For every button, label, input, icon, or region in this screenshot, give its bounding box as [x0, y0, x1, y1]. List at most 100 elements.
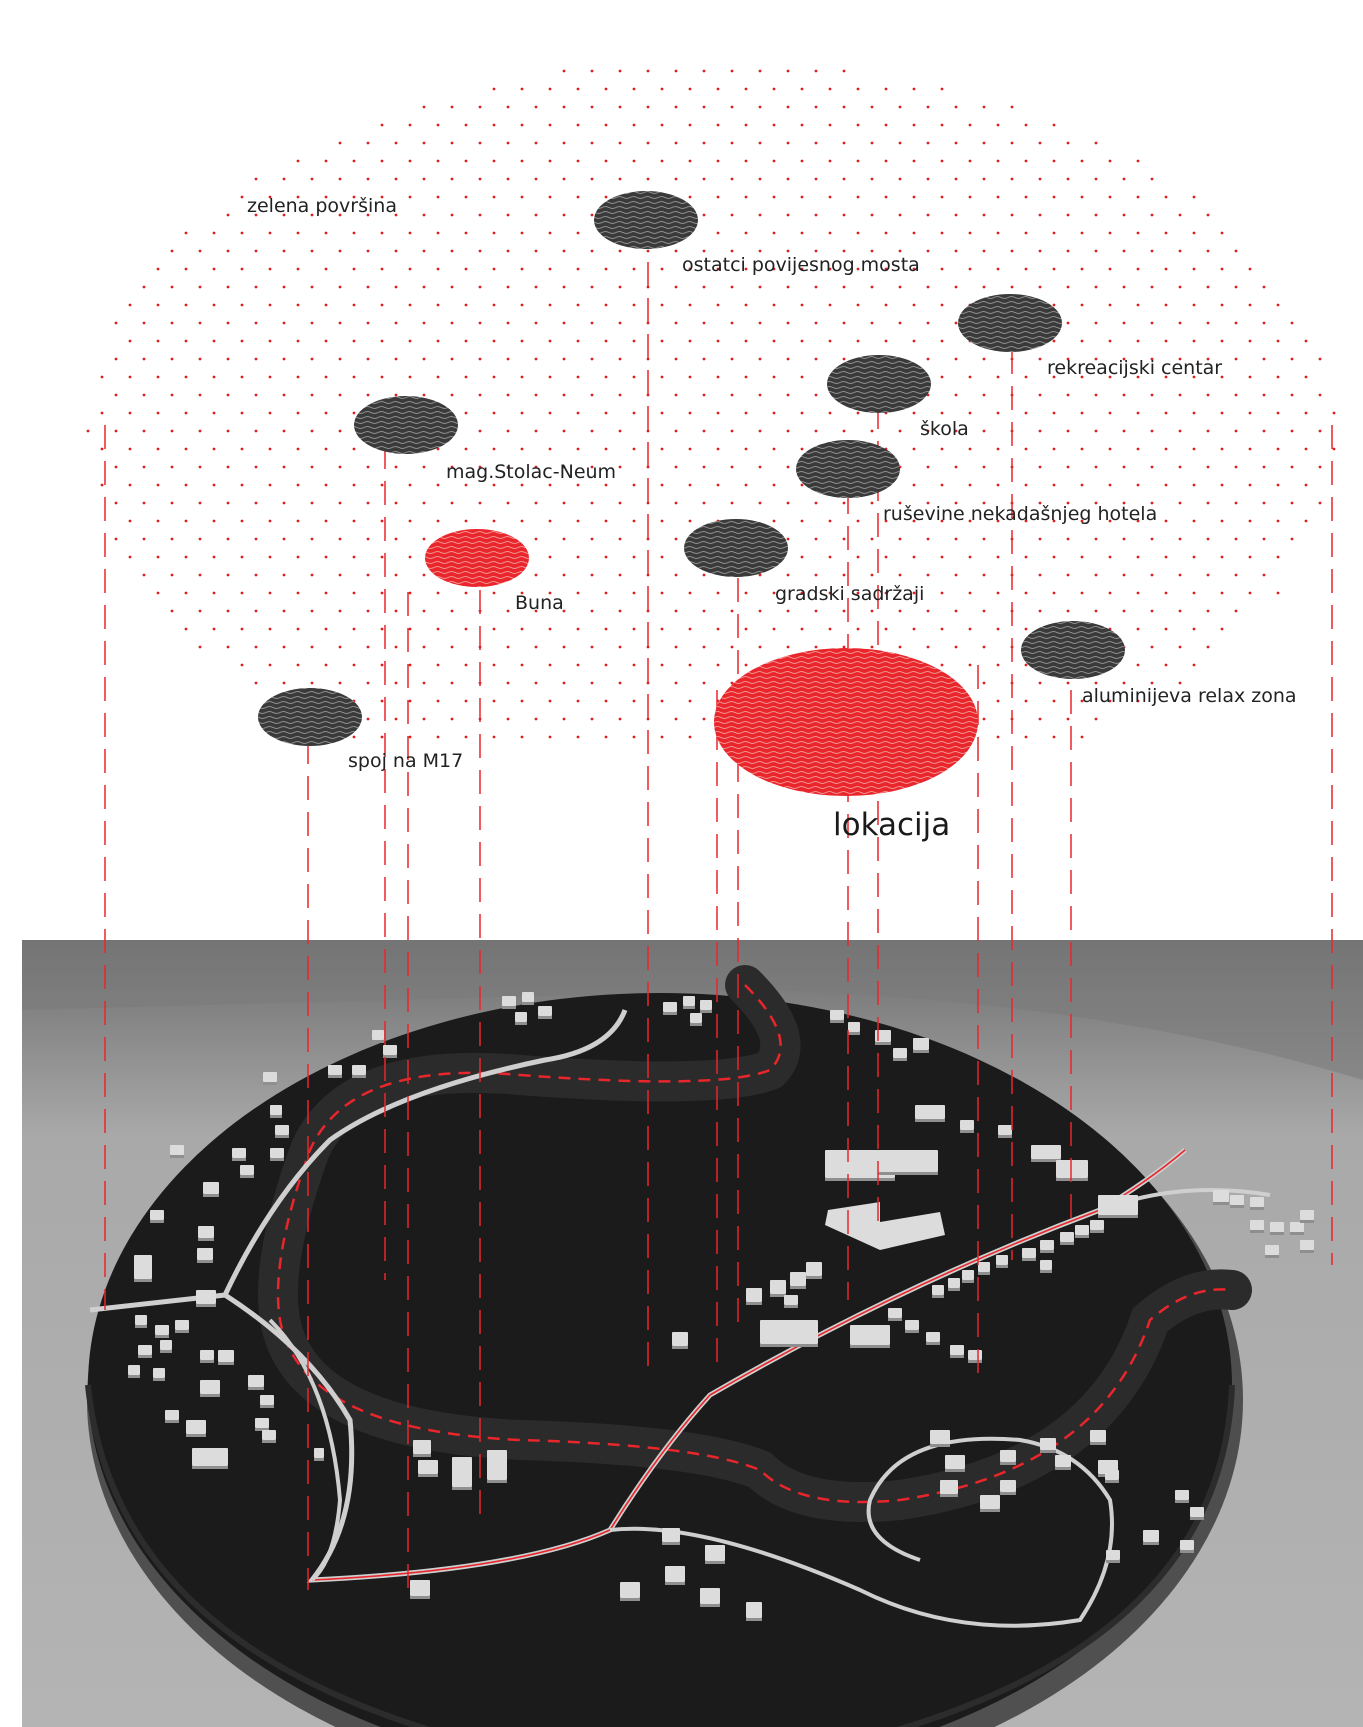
field-dot	[730, 429, 734, 433]
field-dot	[604, 627, 608, 631]
field-dot	[548, 87, 552, 91]
label-buna: Buna	[515, 592, 564, 614]
field-dot	[1178, 537, 1182, 541]
field-dot	[1234, 465, 1238, 469]
field-dot	[1304, 483, 1308, 487]
field-dot	[1038, 681, 1042, 685]
field-dot	[968, 627, 972, 631]
field-dot	[772, 483, 776, 487]
field-dot	[646, 537, 650, 541]
field-dot	[674, 609, 678, 613]
field-dot	[520, 339, 524, 343]
field-dot	[184, 267, 188, 271]
field-dot	[1164, 303, 1168, 307]
field-dot	[562, 429, 566, 433]
field-dot	[898, 429, 902, 433]
field-dot	[1192, 555, 1196, 559]
field-dot	[338, 645, 342, 649]
field-dot	[646, 357, 650, 361]
field-dot	[870, 501, 874, 505]
field-dot	[1234, 321, 1238, 325]
field-dot	[310, 465, 314, 469]
model-building	[383, 1045, 397, 1055]
field-dot	[352, 231, 356, 235]
field-dot	[758, 573, 762, 577]
field-dot	[898, 537, 902, 541]
field-dot	[758, 393, 762, 397]
model-building	[372, 1030, 384, 1040]
field-dot	[366, 645, 370, 649]
model-building	[1106, 1550, 1120, 1560]
field-dot	[1150, 537, 1154, 541]
field-dot	[870, 609, 874, 613]
field-dot	[632, 627, 636, 631]
field-dot	[436, 231, 440, 235]
field-dot	[338, 429, 342, 433]
field-dot	[1248, 375, 1252, 379]
field-dot	[1178, 213, 1182, 217]
field-dot	[1094, 465, 1098, 469]
field-dot	[1094, 321, 1098, 325]
field-dot	[912, 627, 916, 631]
field-dot	[562, 213, 566, 217]
field-dot	[1024, 195, 1028, 199]
field-dot	[716, 375, 720, 379]
field-dot	[366, 501, 370, 505]
field-dot	[184, 591, 188, 595]
field-dot	[310, 249, 314, 253]
field-dot	[716, 87, 720, 91]
field-dot	[324, 591, 328, 595]
field-dot	[296, 555, 300, 559]
model-building	[978, 1262, 990, 1272]
model-board	[88, 993, 1232, 1727]
field-dot	[296, 159, 300, 163]
field-dot	[310, 429, 314, 433]
field-dot	[1066, 213, 1070, 217]
model-building	[1098, 1195, 1138, 1215]
field-dot	[394, 501, 398, 505]
field-dot	[898, 645, 902, 649]
field-dot	[380, 231, 384, 235]
field-dot	[1192, 627, 1196, 631]
field-dot	[1080, 735, 1084, 739]
field-dot	[156, 519, 160, 523]
field-dot	[1192, 339, 1196, 343]
field-dot	[450, 321, 454, 325]
field-dot	[814, 249, 818, 253]
model-building	[913, 1038, 929, 1050]
field-dot	[772, 123, 776, 127]
field-dot	[786, 609, 790, 613]
model-building	[522, 992, 534, 1002]
field-dot	[366, 321, 370, 325]
field-dot	[1234, 393, 1238, 397]
field-dot	[1066, 285, 1070, 289]
field-dot	[856, 159, 860, 163]
model-building	[848, 1022, 860, 1032]
field-dot	[562, 141, 566, 145]
model-building	[893, 1048, 907, 1058]
field-dot	[562, 105, 566, 109]
field-dot	[1192, 447, 1196, 451]
field-dot	[478, 429, 482, 433]
field-dot	[660, 267, 664, 271]
field-dot	[842, 321, 846, 325]
field-dot	[534, 213, 538, 217]
field-dot	[212, 411, 216, 415]
field-dot	[604, 87, 608, 91]
field-dot	[884, 303, 888, 307]
field-dot	[632, 663, 636, 667]
field-dot	[856, 123, 860, 127]
model-building	[452, 1457, 472, 1487]
model-building	[790, 1272, 806, 1286]
field-dot	[646, 465, 650, 469]
field-dot	[534, 717, 538, 721]
field-dot	[842, 141, 846, 145]
field-dot	[254, 357, 258, 361]
field-dot	[520, 375, 524, 379]
field-dot	[268, 591, 272, 595]
field-dot	[940, 627, 944, 631]
model-building	[1000, 1480, 1016, 1492]
field-dot	[520, 87, 524, 91]
field-dot	[1066, 573, 1070, 577]
field-dot	[1038, 393, 1042, 397]
